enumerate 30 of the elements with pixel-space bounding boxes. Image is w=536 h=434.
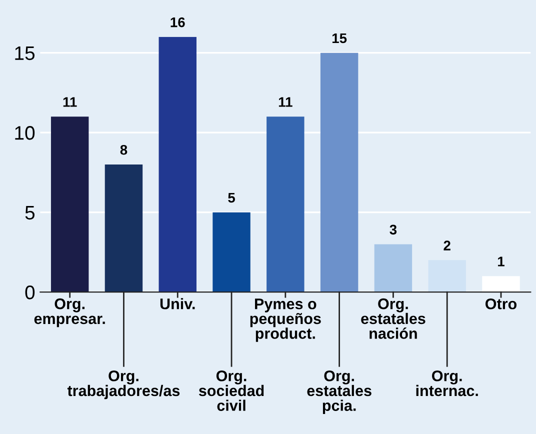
data-label: 2 — [444, 240, 450, 250]
bar — [158, 36, 196, 292]
data-label: 8 — [120, 144, 128, 155]
data-label: 15 — [332, 33, 347, 44]
bar — [50, 116, 89, 292]
x-tick-label: Org. estatales pcia. — [307, 370, 372, 414]
data-label: 11 — [63, 97, 77, 107]
data-label: 16 — [170, 17, 185, 28]
bar — [428, 260, 466, 292]
y-tick-label: 15 — [15, 46, 35, 60]
y-tick-label: 10 — [15, 126, 35, 140]
bar — [212, 212, 250, 292]
x-tick-label: Org. empresar. — [34, 298, 105, 328]
data-label: 11 — [278, 97, 292, 107]
x-tick-label: Org. trabajadores/as — [67, 370, 180, 400]
x-tick-label: Org. estatales nación — [361, 298, 426, 339]
y-tick-label: 5 — [25, 206, 35, 220]
x-tick-label: Pymes o pequeños product. — [250, 298, 321, 342]
data-label: 1 — [498, 256, 504, 266]
y-tick-label: 0 — [25, 286, 35, 300]
bar — [266, 116, 304, 292]
x-tick-label: Univ. — [160, 298, 195, 310]
x-tick-label: Otro — [486, 298, 517, 310]
x-tick-label: Org. internac. — [416, 370, 478, 396]
bar — [320, 52, 358, 292]
data-label: 3 — [390, 224, 397, 235]
bar — [374, 244, 412, 292]
data-label: 5 — [228, 192, 235, 203]
bar — [104, 164, 143, 292]
x-tick-label: Org. sociedad civil — [198, 370, 264, 411]
